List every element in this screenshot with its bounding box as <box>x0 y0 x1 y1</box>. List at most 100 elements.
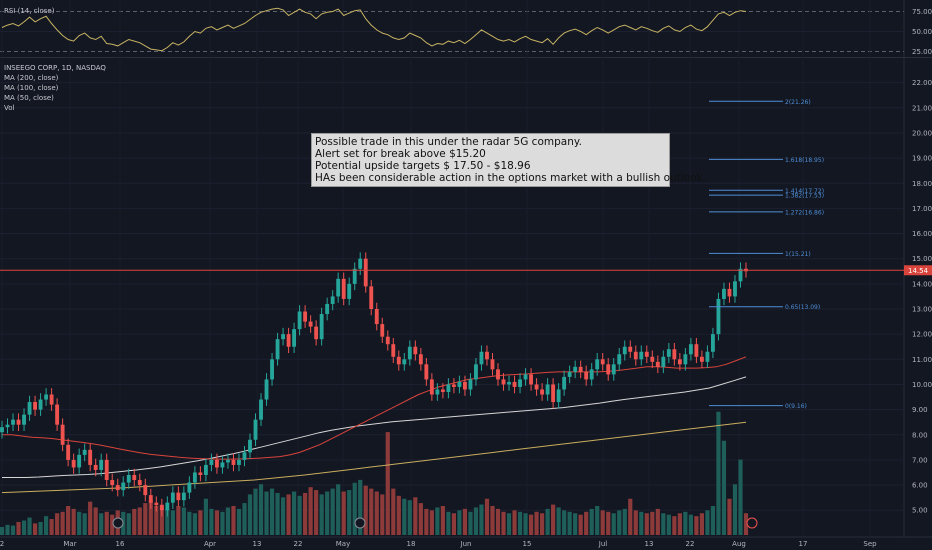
candle-body <box>325 303 330 315</box>
legend-symbol: INSEEGO CORP, 1D, NASDAQ <box>4 64 106 72</box>
candle-body <box>137 480 142 486</box>
volume-bar <box>247 494 253 535</box>
volume-bar <box>303 492 308 535</box>
volume-bar <box>490 506 495 535</box>
candle-body <box>479 351 484 365</box>
candle-body <box>688 344 693 355</box>
volume-bar <box>21 520 27 535</box>
volume-bar <box>0 527 5 535</box>
price-tick-label: 13.00 <box>912 306 932 314</box>
time-tick-label: 18 <box>407 540 416 548</box>
candle-body <box>655 361 660 367</box>
fib-label: 1.272(16.86) <box>785 209 824 216</box>
time-tick-label: Jul <box>598 540 608 548</box>
volume-bar <box>484 498 490 535</box>
rsi-tick-label: 50.00 <box>912 28 932 36</box>
price-tick-label: 6.00 <box>912 482 928 490</box>
volume-bar <box>506 513 512 535</box>
price-tick-label: 20.00 <box>912 129 932 137</box>
volume-bar <box>633 510 638 535</box>
note-line: Possible trade in this under the radar 5… <box>315 136 582 148</box>
volume-bar <box>396 495 401 535</box>
price-tick-label: 10.00 <box>912 381 932 389</box>
candle-body <box>440 389 445 392</box>
volume-bar <box>32 523 38 535</box>
candle-body <box>93 464 98 470</box>
volume-bar <box>126 513 131 535</box>
volume-bar <box>49 519 54 535</box>
candle-body <box>567 371 572 377</box>
candle-body <box>253 419 258 440</box>
price-tick-label: 22.00 <box>912 79 932 87</box>
candle-body <box>270 359 274 380</box>
candle-body <box>490 359 495 370</box>
volume-bar <box>622 508 627 535</box>
candle-body <box>115 485 120 491</box>
fib-label: 1.382(17.53) <box>785 193 824 200</box>
candle-body <box>711 334 715 352</box>
volume-bar <box>512 510 517 535</box>
candle-body <box>595 359 600 370</box>
volume-bar <box>451 513 457 535</box>
volume-bar <box>258 484 264 535</box>
candle-body <box>88 449 93 465</box>
volume-bar <box>677 513 682 535</box>
candle-body <box>540 389 545 395</box>
candle-body <box>457 381 462 387</box>
volume-bar <box>705 510 710 535</box>
candle-body <box>198 472 203 475</box>
candle-body <box>60 424 65 445</box>
volume-bar <box>391 488 396 535</box>
candle-body <box>496 369 500 380</box>
time-tick-label: May <box>336 540 350 548</box>
candle-body <box>738 268 743 282</box>
volume-bar <box>143 503 148 535</box>
volume-bar <box>562 510 567 535</box>
volume-bar <box>644 513 649 535</box>
volume-bar <box>369 488 374 535</box>
volume-bar <box>556 507 561 535</box>
time-axis: 2 Mar 16 Apr 13 22 May 18 Jun 15 Jul 13 22 Aug 17 Sep <box>0 517 877 548</box>
legend-ma50: MA (50, close) <box>4 94 54 102</box>
volume-bar <box>551 504 556 535</box>
volume-bar <box>666 514 671 535</box>
trade-note[interactable]: Possible trade in this under the radar 5… <box>311 133 706 187</box>
candle-body <box>644 351 649 357</box>
candle-body <box>716 298 721 335</box>
volume-bar <box>606 511 611 535</box>
candle-body <box>314 326 319 340</box>
volume-bar <box>573 513 578 535</box>
earnings-marker <box>112 517 124 529</box>
volume-bar <box>721 440 727 535</box>
candle-body <box>319 314 324 340</box>
candle-body <box>418 354 423 365</box>
volume-bar <box>242 503 247 535</box>
price-axis: 5.00 6.00 7.00 8.00 9.00 10.00 11.00 12.00 13.00… <box>904 8 932 515</box>
volume-bar <box>236 508 242 535</box>
candle-body <box>264 379 269 400</box>
candle-body <box>38 399 43 410</box>
candle-body <box>507 381 511 385</box>
volume-bar <box>336 484 341 535</box>
candle-body <box>330 296 335 304</box>
current-price-tag <box>904 265 932 276</box>
fib-label: 1.618(18.95) <box>785 157 824 164</box>
volume-bar <box>534 511 539 535</box>
candle-body <box>71 459 76 468</box>
volume-bar <box>269 488 275 535</box>
candle-body <box>529 374 533 385</box>
volume-bar <box>457 510 462 535</box>
legend-vol: Vol <box>4 104 15 112</box>
candle-body <box>512 381 517 387</box>
fib-label: 0.65(13.09) <box>785 304 820 311</box>
candle-body <box>578 366 583 372</box>
candle-body <box>209 459 214 465</box>
volume-bar <box>743 513 749 535</box>
volume-bar <box>203 498 209 535</box>
volume-bar <box>413 497 418 535</box>
current-price-label: 14.54 <box>908 267 929 275</box>
price-tick-label: 9.00 <box>912 406 928 414</box>
candle-body <box>44 394 49 400</box>
volume-bar <box>429 510 434 535</box>
